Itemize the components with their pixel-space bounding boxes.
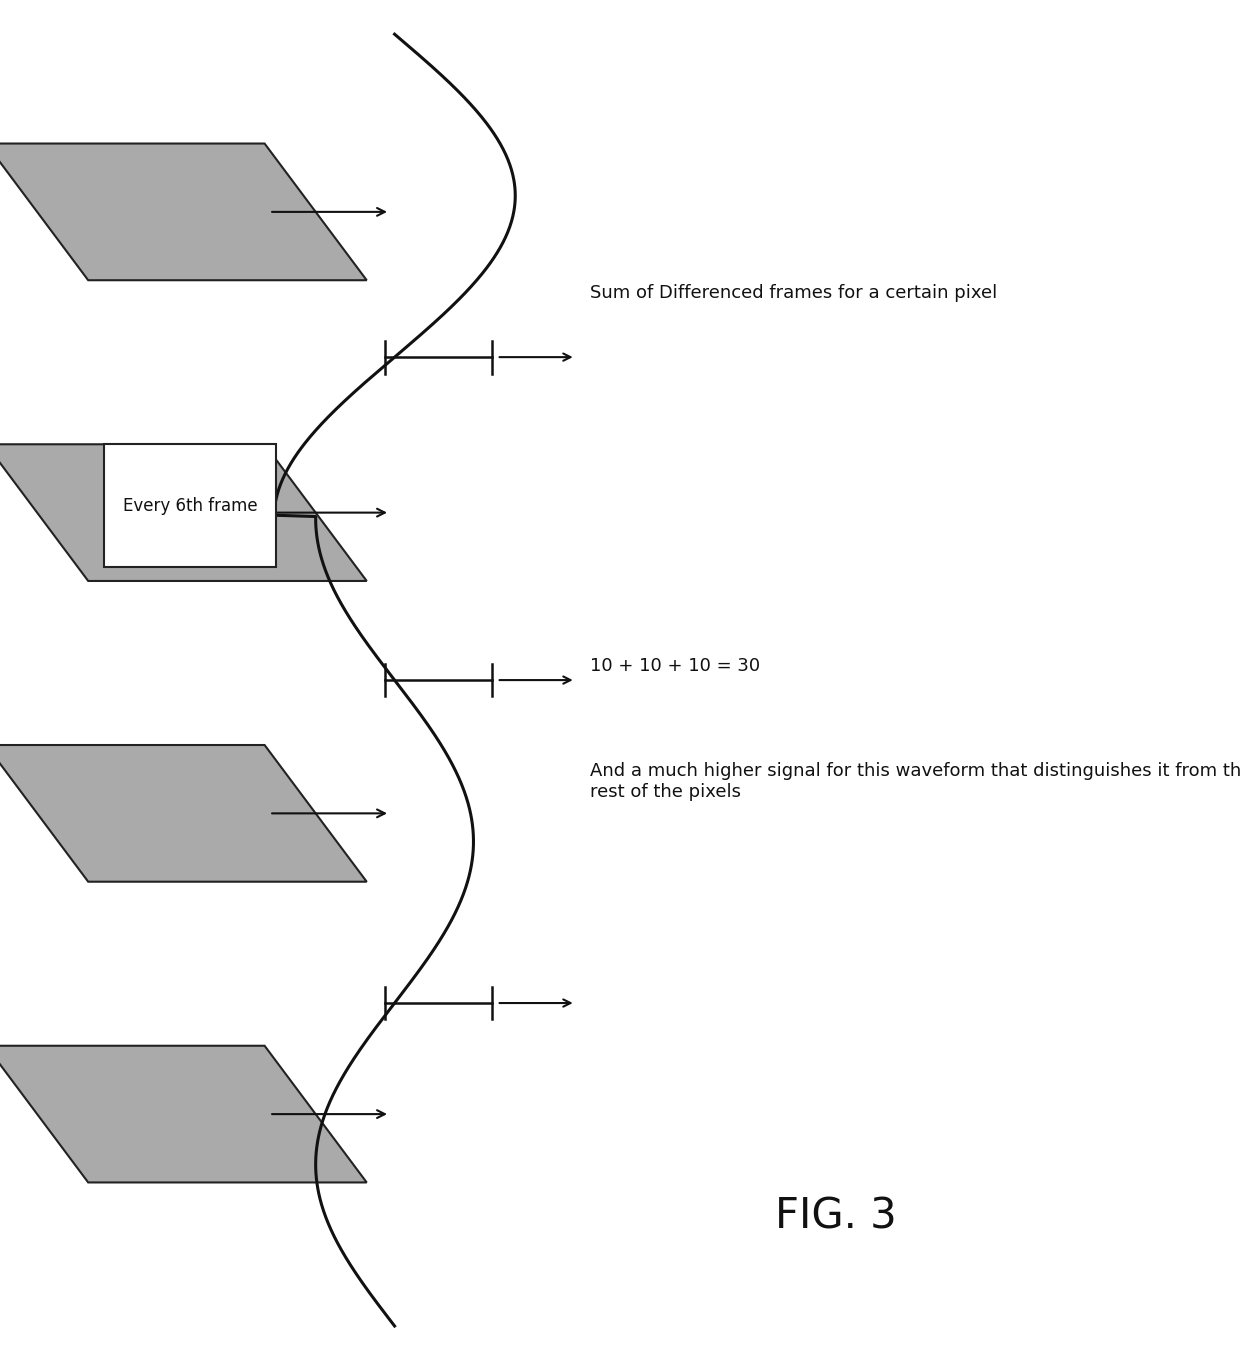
Text: And a much higher signal for this waveform that distinguishes it from the
rest o: And a much higher signal for this wavefo…	[589, 763, 1240, 801]
Text: Every 6th frame: Every 6th frame	[123, 496, 258, 515]
FancyBboxPatch shape	[104, 444, 277, 567]
Polygon shape	[0, 745, 367, 882]
Text: 10 + 10 + 10 = 30: 10 + 10 + 10 = 30	[589, 658, 760, 675]
Polygon shape	[0, 144, 367, 280]
Text: FIG. 3: FIG. 3	[775, 1196, 897, 1237]
Polygon shape	[0, 1046, 367, 1182]
Polygon shape	[0, 444, 367, 581]
Text: Sum of Differenced frames for a certain pixel: Sum of Differenced frames for a certain …	[589, 284, 997, 302]
